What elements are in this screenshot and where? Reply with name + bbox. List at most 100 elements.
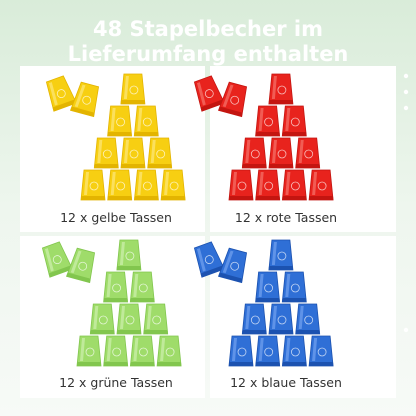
cup-body	[281, 335, 307, 367]
cup-logo	[165, 347, 175, 357]
cup-rim	[282, 196, 307, 200]
cup-logo	[152, 315, 162, 325]
cup-logo	[116, 117, 125, 127]
cup-rim	[116, 266, 141, 270]
cup-rim	[255, 132, 280, 136]
cup-rim	[200, 265, 225, 277]
cup-shine	[196, 82, 206, 106]
cup	[228, 169, 254, 201]
panel-label: 12 x grüne Tassen	[59, 375, 173, 390]
cup-logo	[102, 149, 112, 159]
cup-logo	[250, 149, 260, 159]
cup	[156, 335, 182, 367]
cup-shine	[285, 172, 291, 195]
cup-logo	[304, 315, 314, 325]
cup-body	[268, 239, 294, 271]
cup	[107, 105, 133, 137]
cup	[255, 271, 281, 303]
cup-shine	[312, 338, 318, 361]
cup-body	[103, 271, 129, 303]
cup-body	[160, 169, 186, 201]
cup-logo	[129, 149, 139, 159]
cup-shine	[285, 108, 291, 131]
cup-body	[107, 105, 133, 137]
cup-body	[308, 169, 334, 201]
cup-shine	[298, 306, 304, 329]
cup-rim	[229, 196, 253, 200]
cup-shine	[119, 242, 125, 265]
cup	[217, 247, 248, 284]
cup	[241, 137, 267, 169]
cup	[133, 169, 159, 201]
cup-logo	[52, 255, 62, 264]
cup	[93, 137, 119, 169]
cup	[133, 105, 159, 137]
cup-body	[241, 303, 267, 335]
cup	[255, 169, 281, 201]
cup-shine	[146, 306, 152, 329]
cup-rim	[130, 298, 155, 302]
cup-rim	[255, 298, 280, 302]
cup-shine	[164, 172, 170, 195]
cup-body	[107, 169, 133, 201]
dot	[403, 73, 409, 79]
cup-shine	[271, 76, 277, 99]
cup	[268, 239, 294, 271]
cup-rim	[255, 196, 280, 200]
cup-rim	[282, 132, 307, 136]
cup-logo	[264, 117, 274, 127]
cup-logo	[85, 347, 95, 357]
cup-shine	[298, 140, 304, 163]
cup-body	[143, 303, 169, 335]
cup-logo	[98, 315, 108, 325]
title-line: 48 Stapelbecher im	[93, 17, 323, 41]
cup-body	[80, 169, 106, 201]
cup-shine	[120, 306, 125, 329]
cup-body	[129, 271, 155, 303]
cup-shine	[80, 338, 85, 361]
cup-shine	[232, 172, 237, 195]
cup-body	[308, 335, 334, 367]
cup-shine	[272, 306, 277, 329]
cup-rim	[120, 100, 145, 104]
cup-shine	[70, 250, 82, 274]
cup-shine	[150, 140, 156, 163]
cup-rim	[218, 272, 243, 283]
cup-rim	[52, 99, 77, 111]
cup	[103, 271, 129, 303]
cup-shine	[48, 82, 58, 106]
cup-rim	[242, 164, 267, 168]
cup-logo	[125, 251, 135, 261]
cup-rim	[269, 330, 293, 334]
cup-logo	[277, 315, 287, 325]
cup-shine	[258, 274, 264, 297]
cup-logo	[142, 181, 152, 191]
cup-logo	[237, 347, 247, 357]
cup	[193, 241, 225, 278]
cup-shine	[245, 140, 251, 163]
cup-body	[217, 247, 248, 284]
cup	[281, 105, 307, 137]
cup	[76, 335, 102, 367]
cup-shine	[44, 248, 54, 272]
cup-rim	[295, 330, 320, 334]
cup-body	[255, 271, 281, 303]
cup-logo	[156, 149, 166, 159]
cup-body	[241, 137, 267, 169]
cup-body	[76, 335, 102, 367]
cup	[295, 303, 321, 335]
cup-logo	[56, 89, 66, 98]
cup-body	[295, 137, 321, 169]
cup-logo	[82, 95, 92, 105]
cup-body	[156, 335, 182, 367]
cup-logo	[112, 283, 121, 293]
cup	[255, 105, 281, 137]
cup-body	[281, 271, 307, 303]
cup-body	[89, 303, 115, 335]
cup-body	[268, 137, 294, 169]
cup-logo	[230, 95, 240, 105]
cup-body	[93, 137, 119, 169]
cup-body	[69, 81, 100, 118]
